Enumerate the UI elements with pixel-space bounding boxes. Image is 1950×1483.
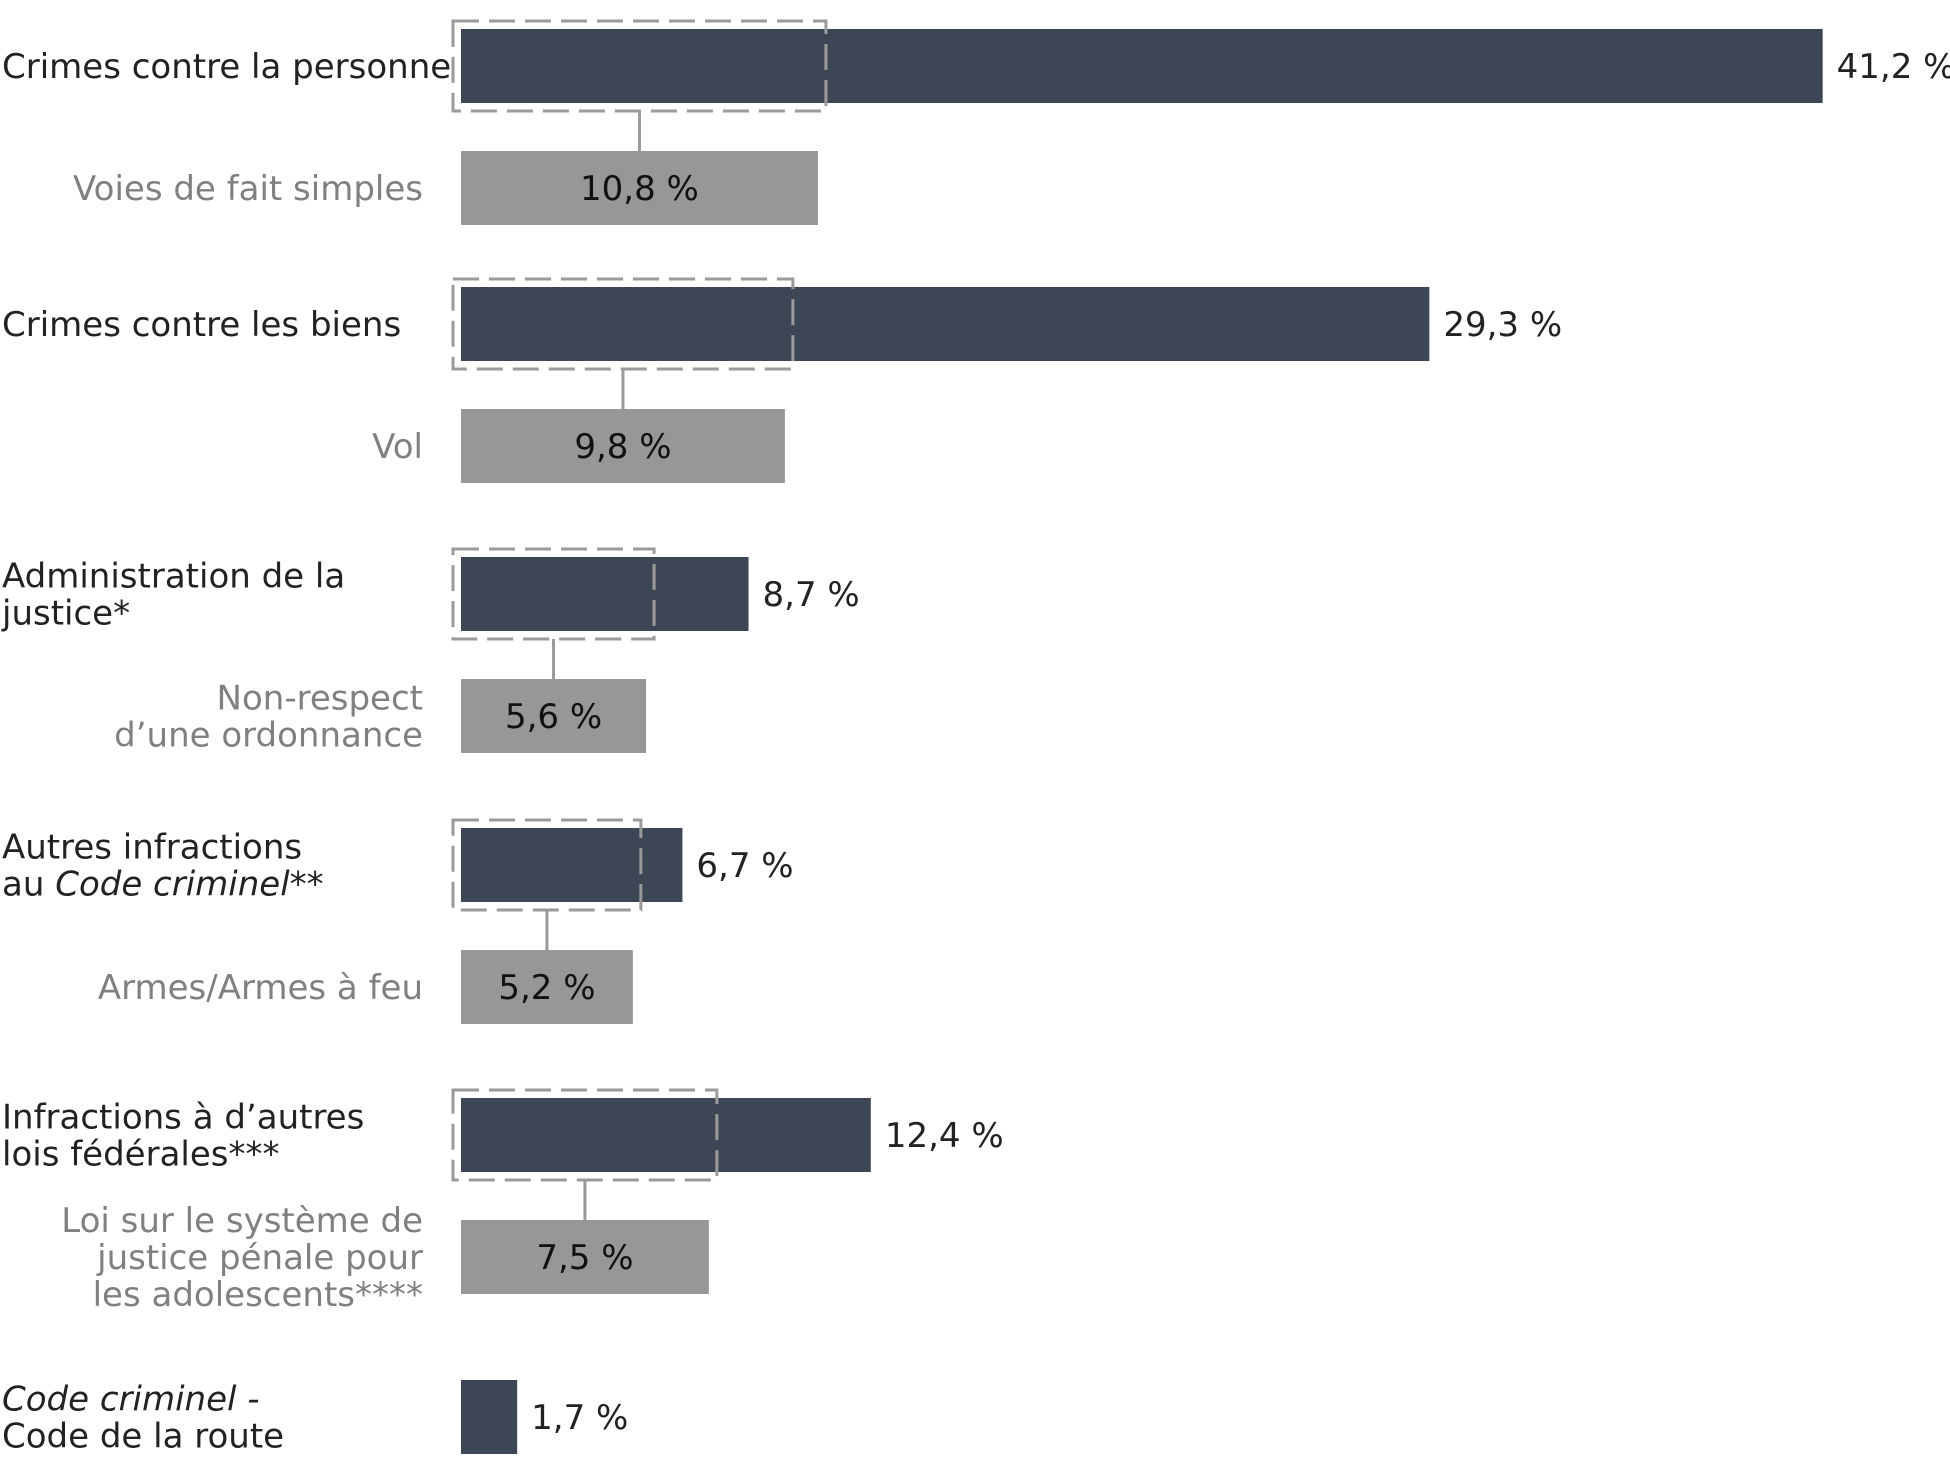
sub-value-label-4: 7,5 % (536, 1238, 633, 1278)
value-label-0: 41,2 % (1837, 47, 1950, 87)
value-label-4: 12,4 % (885, 1116, 1004, 1156)
sub-label-0-0: Voies de fait simples (73, 169, 423, 209)
sub-bar-1 (461, 409, 785, 483)
bar-1 (461, 287, 1430, 361)
sub-label-4-2: les adolescents**** (93, 1275, 423, 1315)
sub-bar-0 (461, 151, 818, 225)
sub-bar-3 (461, 950, 633, 1024)
sub-label-4-1: justice pénale pour (96, 1238, 423, 1278)
sub-label-2-1: d’une ordonnance (114, 716, 423, 756)
category-label-5-1: Code de la route (2, 1417, 284, 1457)
sub-value-label-2: 5,6 % (505, 697, 602, 737)
bar-4 (461, 1098, 871, 1172)
category-label-3-1: au Code criminel** (2, 865, 324, 905)
bar-5 (461, 1380, 518, 1454)
sub-value-label-1: 9,8 % (574, 427, 671, 467)
category-label-4-1: lois fédérales*** (2, 1135, 280, 1175)
sub-value-label-0: 10,8 % (580, 169, 699, 209)
value-label-5: 1,7 % (531, 1398, 628, 1438)
sub-bar-4 (461, 1220, 709, 1294)
category-label-2-0: Administration de la (2, 557, 345, 597)
bar-2 (461, 557, 749, 631)
category-label-3-0: Autres infractions (2, 828, 302, 868)
sub-label-2-0: Non-respect (217, 679, 423, 719)
sub-value-label-3: 5,2 % (498, 968, 595, 1008)
sub-label-3-0: Armes/Armes à feu (98, 968, 423, 1008)
category-label-2-1: justice* (1, 594, 130, 634)
category-label-1-0: Crimes contre les biens (2, 305, 401, 345)
bar-3 (461, 828, 683, 902)
sub-bar-2 (461, 679, 647, 753)
value-label-1: 29,3 % (1443, 305, 1562, 345)
sub-label-1-0: Vol (372, 427, 423, 467)
category-label-5-0: Code criminel - (2, 1380, 260, 1420)
value-label-2: 8,7 % (763, 575, 860, 615)
bar-0 (461, 29, 1823, 103)
category-label-4-0: Infractions à d’autres (2, 1098, 364, 1138)
sub-label-4-0: Loi sur le système de (61, 1201, 423, 1241)
category-label-0-0: Crimes contre la personne (2, 47, 451, 87)
value-label-3: 6,7 % (696, 846, 793, 886)
